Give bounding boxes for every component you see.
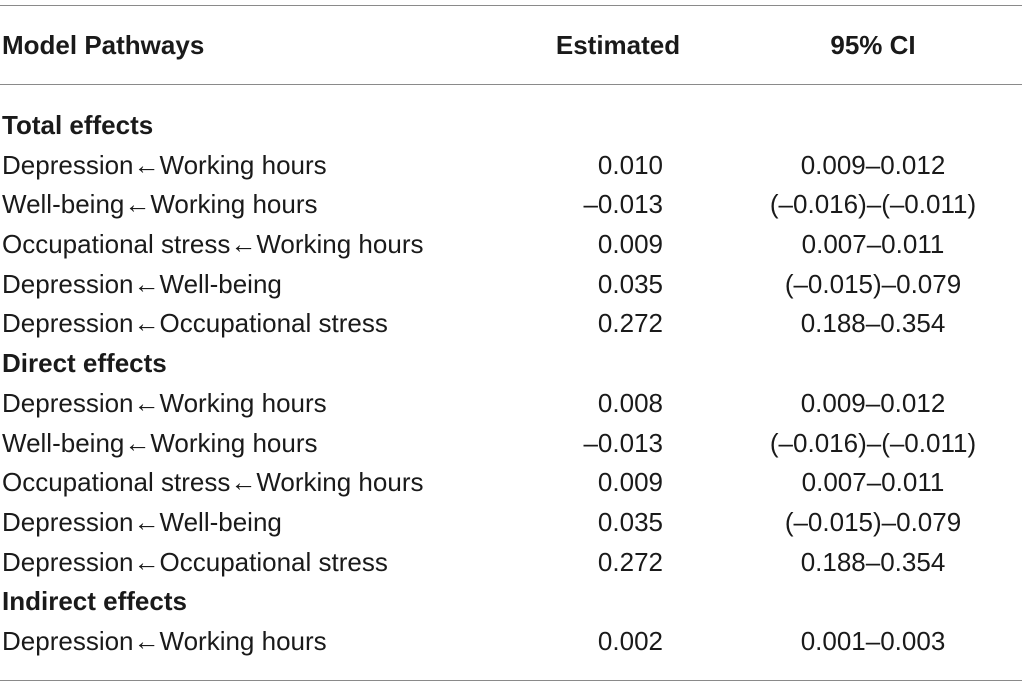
ci-cell: 0.007–0.011 — [801, 229, 945, 260]
ci-cell: (–0.016)–(–0.011) — [769, 427, 977, 458]
table-body: Total effects Depression←Working hours 0.0… — [0, 106, 1022, 662]
section-header-row: Indirect effects — [0, 582, 1022, 622]
table-row: Occupational stress←Working hours 0.009 0.… — [0, 463, 1022, 503]
pathway-cell: Depression←Well-being — [2, 506, 282, 537]
estimated-cell: 0.008 — [597, 387, 663, 418]
ci-cell: 0.188–0.354 — [800, 308, 946, 339]
estimated-cell: 0.010 — [597, 149, 663, 180]
table-row: Depression←Well-being 0.035 (–0.015)–0.079 — [0, 265, 1022, 305]
section-header-row: Total effects — [0, 106, 1022, 146]
pathway-cell: Depression←Occupational stress — [2, 308, 388, 339]
table-row: Depression←Working hours 0.008 0.009–0.012 — [0, 384, 1022, 424]
pathway-cell: Occupational stress←Working hours — [2, 467, 424, 498]
pathway-cell: Occupational stress←Working hours — [2, 229, 424, 260]
pathway-cell: Depression←Working hours — [2, 149, 327, 180]
ci-cell: 0.009–0.012 — [800, 149, 946, 180]
estimated-cell: –0.013 — [583, 427, 663, 458]
pathway-cell: Depression←Working hours — [2, 625, 327, 656]
header-95-ci: 95% CI — [830, 30, 916, 60]
table-row: Well-being←Working hours –0.013 (–0.016)–(… — [0, 424, 1022, 464]
table-header: Model Pathways Estimated 95% CI — [0, 24, 1022, 66]
ci-cell: 0.188–0.354 — [800, 546, 946, 577]
ci-cell: (–0.015)–0.079 — [784, 268, 962, 299]
ci-cell: (–0.016)–(–0.011) — [769, 189, 977, 220]
pathway-cell: Well-being←Working hours — [2, 189, 318, 220]
estimated-cell: 0.035 — [597, 268, 663, 299]
pathway-cell: Depression←Well-being — [2, 268, 282, 299]
estimated-cell: 0.272 — [597, 308, 663, 339]
table-row: Depression←Working hours 0.002 0.001–0.003 — [0, 622, 1022, 662]
top-rule — [0, 5, 1022, 6]
estimated-cell: –0.013 — [583, 189, 663, 220]
table-row: Depression←Working hours 0.010 0.009–0.012 — [0, 146, 1022, 186]
section-title: Direct effects — [2, 348, 167, 379]
header-rule — [0, 84, 1022, 85]
estimated-cell: 0.272 — [597, 546, 663, 577]
table-row: Occupational stress←Working hours 0.009 0.… — [0, 225, 1022, 265]
estimated-cell: 0.009 — [597, 467, 663, 498]
table-row: Depression←Well-being 0.035 (–0.015)–0.079 — [0, 503, 1022, 543]
section-title: Indirect effects — [2, 586, 187, 617]
estimated-cell: 0.009 — [597, 229, 663, 260]
header-model-pathways: Model Pathways — [2, 30, 205, 60]
ci-cell: 0.007–0.011 — [801, 467, 945, 498]
table-row: Depression←Occupational stress 0.272 0.188… — [0, 304, 1022, 344]
bottom-rule — [0, 680, 1022, 681]
estimated-cell: 0.035 — [597, 506, 663, 537]
table-row: Well-being←Working hours –0.013 (–0.016)–(… — [0, 185, 1022, 225]
pathway-cell: Depression←Working hours — [2, 387, 327, 418]
pathway-cell: Well-being←Working hours — [2, 427, 318, 458]
section-title: Total effects — [2, 110, 154, 140]
ci-cell: (–0.015)–0.079 — [784, 506, 962, 537]
section-header-row: Direct effects — [0, 344, 1022, 384]
pathway-cell: Depression←Occupational stress — [2, 546, 388, 577]
estimated-cell: 0.002 — [597, 625, 663, 656]
ci-cell: 0.009–0.012 — [800, 387, 946, 418]
table-row: Depression←Occupational stress 0.272 0.188… — [0, 543, 1022, 583]
header-estimated: Estimated — [555, 30, 681, 60]
ci-cell: 0.001–0.003 — [800, 625, 946, 656]
